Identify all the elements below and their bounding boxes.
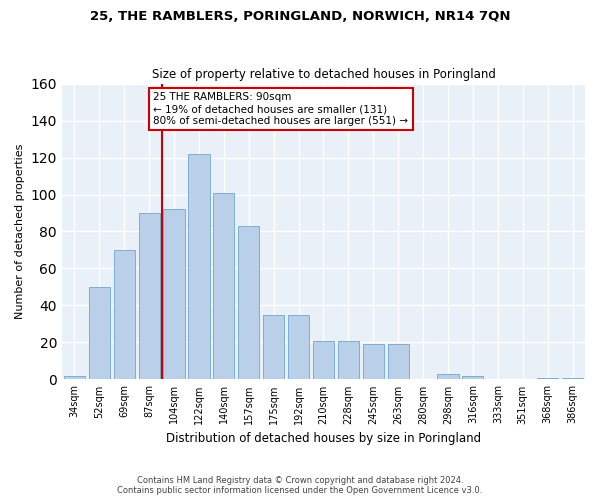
Bar	[313, 340, 334, 380]
Text: 25 THE RAMBLERS: 90sqm
← 19% of detached houses are smaller (131)
80% of semi-de: 25 THE RAMBLERS: 90sqm ← 19% of detached…	[154, 92, 409, 126]
Y-axis label: Number of detached properties: Number of detached properties	[15, 144, 25, 319]
Text: Contains HM Land Registry data © Crown copyright and database right 2024.
Contai: Contains HM Land Registry data © Crown c…	[118, 476, 482, 495]
Bar	[163, 210, 185, 380]
Bar	[89, 287, 110, 380]
Bar	[64, 376, 85, 380]
Bar	[263, 314, 284, 380]
Bar	[562, 378, 583, 380]
Title: Size of property relative to detached houses in Poringland: Size of property relative to detached ho…	[152, 68, 496, 81]
Bar	[213, 192, 235, 380]
Bar	[362, 344, 384, 380]
Text: 25, THE RAMBLERS, PORINGLAND, NORWICH, NR14 7QN: 25, THE RAMBLERS, PORINGLAND, NORWICH, N…	[90, 10, 510, 23]
Bar	[437, 374, 458, 380]
X-axis label: Distribution of detached houses by size in Poringland: Distribution of detached houses by size …	[166, 432, 481, 445]
Bar	[113, 250, 135, 380]
Bar	[388, 344, 409, 380]
Bar	[338, 340, 359, 380]
Bar	[188, 154, 209, 380]
Bar	[537, 378, 558, 380]
Bar	[288, 314, 309, 380]
Bar	[238, 226, 259, 380]
Bar	[139, 213, 160, 380]
Bar	[463, 376, 484, 380]
